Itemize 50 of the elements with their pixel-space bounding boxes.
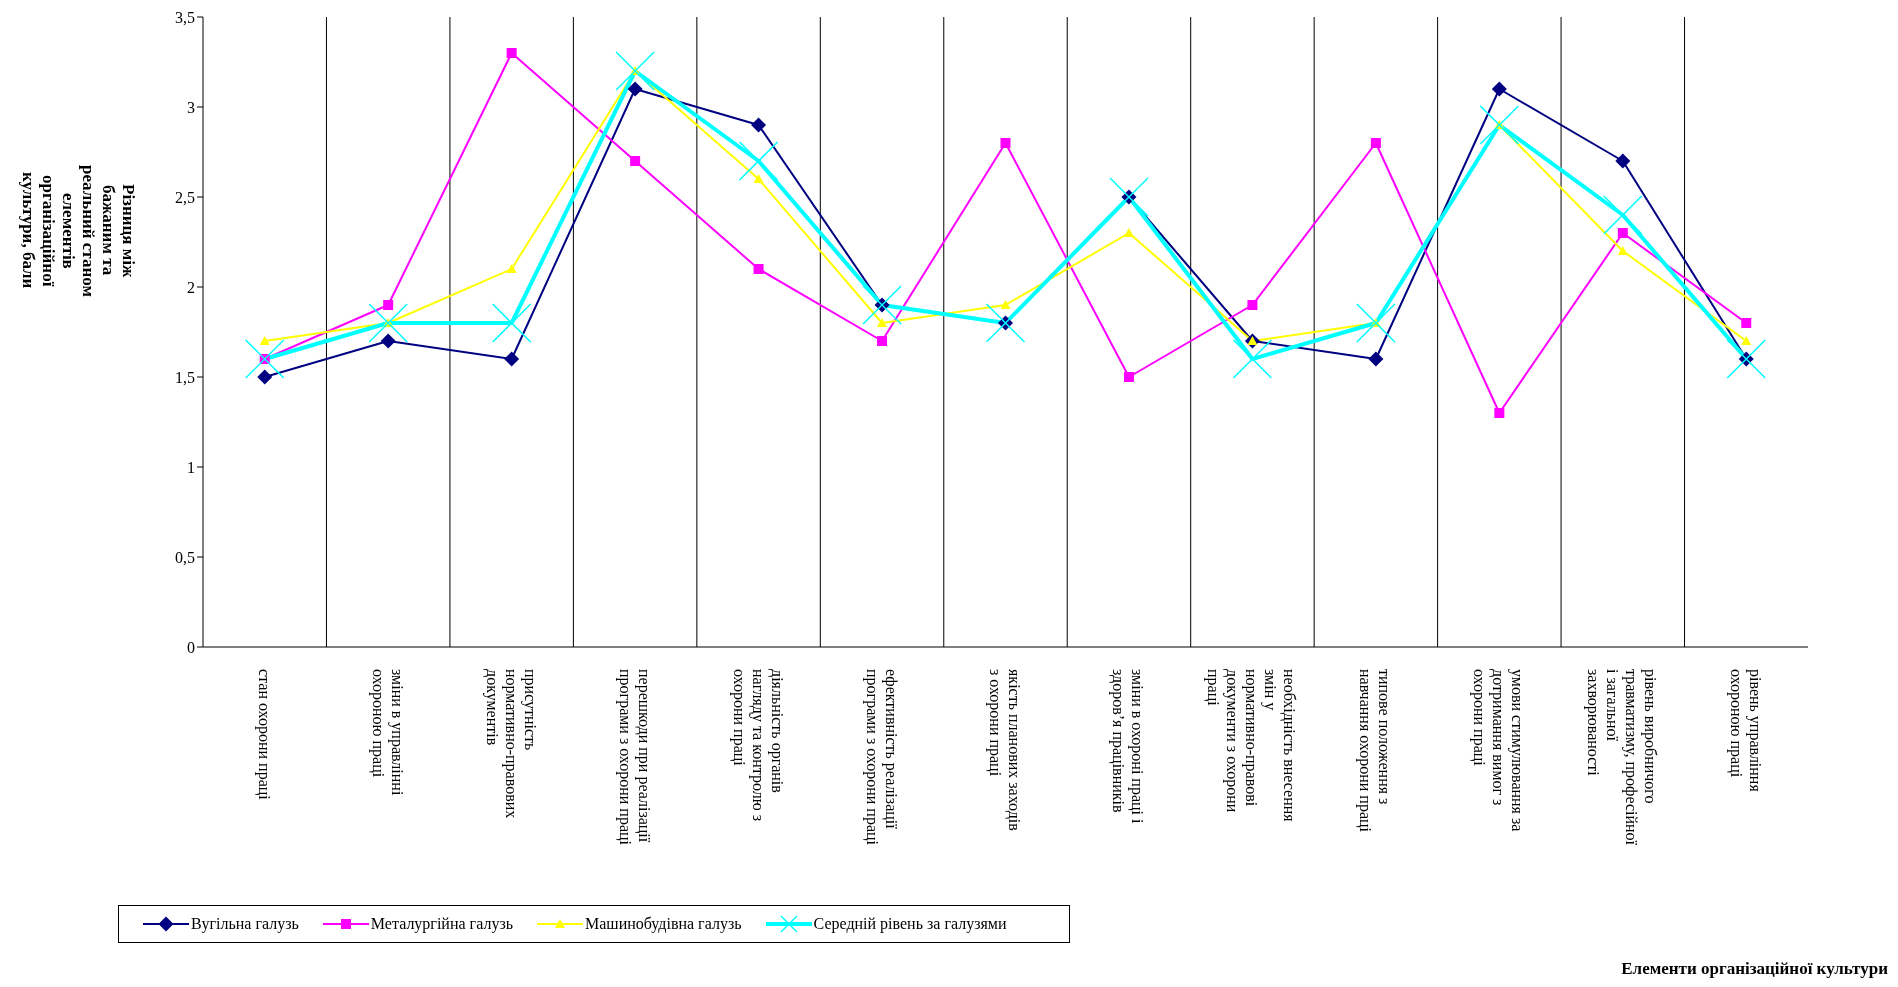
point [1617, 228, 1628, 238]
point [1370, 138, 1381, 148]
point [259, 336, 270, 345]
legend-label: Машинобудівна галузь [585, 915, 742, 933]
y-tick-label: 3,5 [175, 8, 195, 26]
point [1615, 153, 1631, 169]
point [1000, 138, 1011, 148]
x-tick-label: присутність нормативно-правових документів [483, 669, 540, 819]
y-tick-label: 2 [187, 278, 195, 296]
point [491, 303, 532, 343]
point [1000, 300, 1011, 309]
point [877, 318, 888, 327]
text: Елементи організаційної культури [1621, 959, 1888, 979]
y-tick-label: 3 [187, 98, 195, 116]
point [506, 48, 517, 58]
y-tick-label: 1 [187, 458, 195, 476]
point [738, 141, 779, 181]
legend-label: Вугільна галузь [191, 915, 299, 933]
point [630, 156, 641, 166]
point [383, 300, 394, 310]
point [1741, 336, 1752, 345]
point [380, 333, 396, 349]
point [753, 264, 764, 274]
point [1603, 195, 1643, 235]
point [1617, 246, 1628, 255]
point [504, 351, 520, 367]
point [1123, 372, 1134, 382]
point [1494, 408, 1505, 418]
legend-label: Металургійна галузь [370, 915, 513, 933]
point [751, 117, 767, 133]
legend-label: Середній рівень за галузями [813, 915, 1007, 933]
x-tick-label: стан охорони праці [255, 669, 274, 801]
y-tick-label: 0,5 [175, 548, 195, 566]
point [627, 81, 643, 97]
point [1491, 81, 1507, 97]
point [1368, 351, 1384, 367]
point [257, 369, 273, 385]
x-tick-label: необхідність внесення змін у нормативно-правові документи з охорони праці [1204, 669, 1299, 823]
point [1247, 300, 1258, 310]
y-tick-label: 1,5 [175, 368, 195, 386]
point [506, 264, 517, 273]
y-axis-title: Різниця між бажаним та реальний станом елементів організаційної культури, бали [18, 163, 138, 299]
point [1123, 228, 1134, 237]
y-tick-label: 0 [187, 638, 195, 656]
y-tick-label: 2,5 [175, 188, 195, 206]
point [753, 174, 764, 183]
x-tick-label: зміни в управлінні охороною праці [369, 669, 407, 796]
point [1232, 339, 1273, 379]
point [877, 336, 888, 346]
point [1741, 318, 1752, 328]
